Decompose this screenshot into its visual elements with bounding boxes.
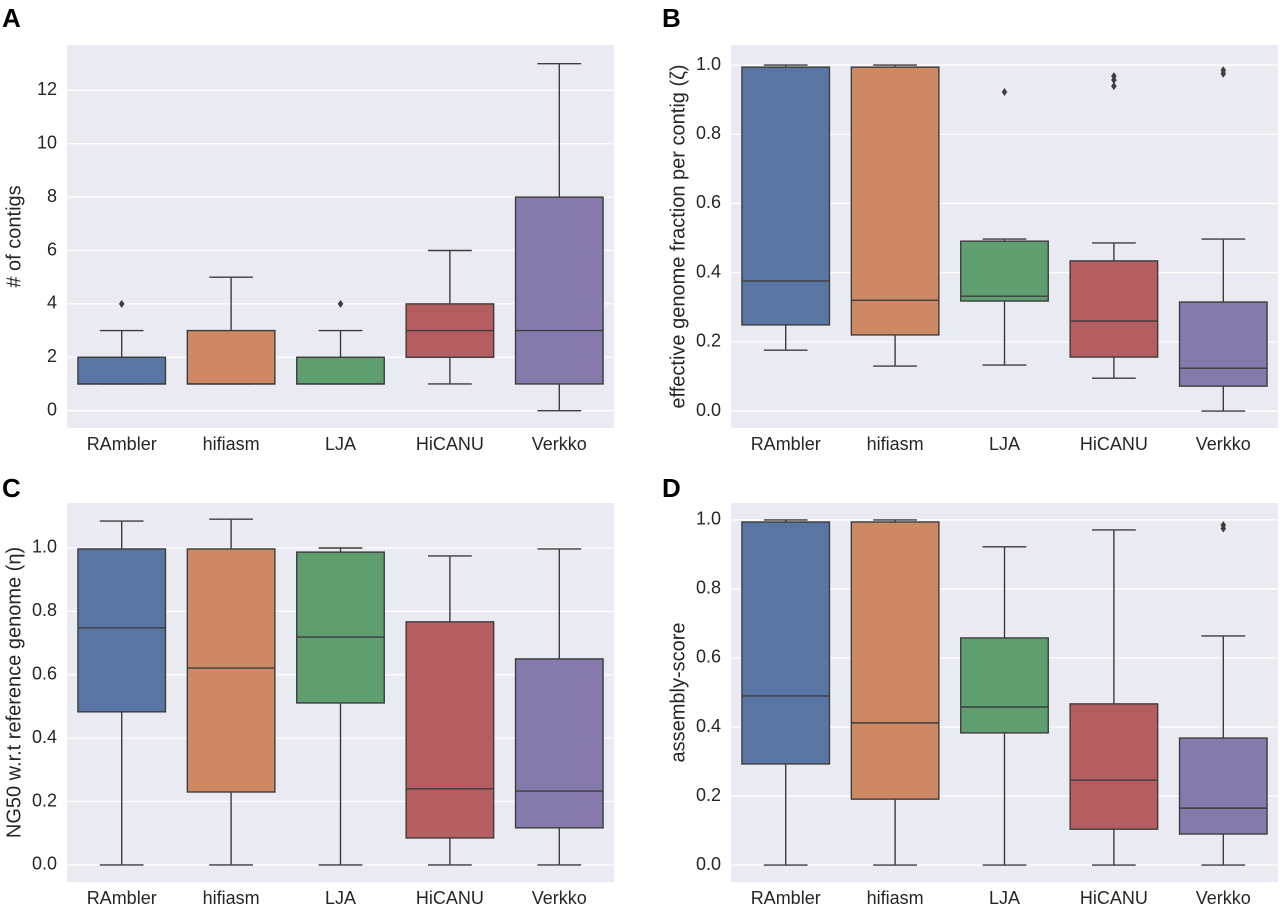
outlier [337,299,344,308]
box [186,548,276,793]
y-tick-label: 0.0 [696,854,721,874]
x-tick-label: hifiasm [203,434,260,454]
panel: 0.0 0.2 0.4 0.6 0.8 1.0 C NG50 w.r.t reference … [2,473,614,908]
y-tick-label: 0.4 [32,727,57,747]
x-tick-label: Verkko [532,888,587,908]
y-tick-label: 10 [37,133,57,153]
x-tick-label: LJA [989,434,1020,454]
box [405,621,495,839]
y-axis-label: # of contigs [3,185,25,287]
y-tick-label: 0.6 [32,664,57,684]
y-axis-label: NG50 w.r.t reference genome (η) [3,547,25,838]
x-tick-label: hifiasm [867,434,924,454]
y-tick-label: 6 [47,239,57,259]
outlier [118,299,125,308]
x-tick-label: RAmbler [751,434,821,454]
x-tick-label: HiCANU [1080,888,1148,908]
x-tick-label: HiCANU [416,434,484,454]
y-tick-label: 0.6 [696,647,721,667]
y-tick-label: 0.0 [696,400,721,420]
panel-label: D [662,473,681,503]
y-tick-label: 4 [47,293,57,313]
box [741,66,831,326]
outlier [1220,521,1227,530]
box [741,521,831,765]
box [960,240,1049,302]
outlier [1111,82,1117,91]
box [1178,301,1268,387]
y-tick-label: 0.8 [32,600,57,620]
y-tick-label: 0.2 [696,785,721,805]
box [296,551,385,704]
y-tick-label: 8 [47,186,57,206]
x-tick-label: Verkko [1196,888,1251,908]
y-tick-label: 0.4 [696,716,721,736]
panel-label: C [2,473,21,503]
box [77,356,167,385]
x-tick-label: hifiasm [867,888,924,908]
y-tick-label: 0.2 [696,331,721,351]
box [514,196,604,385]
box [850,66,940,336]
box [1069,703,1159,830]
box [1069,260,1159,358]
y-tick-label: 12 [37,79,57,99]
y-tick-label: 0.4 [696,261,721,281]
box [960,637,1049,734]
x-tick-label: RAmbler [87,434,157,454]
outlier [1111,72,1117,81]
box [296,356,385,385]
y-tick-label: 0.0 [32,854,57,874]
y-tick-label: 0 [47,399,57,419]
y-tick-label: 0.2 [32,790,57,810]
x-tick-label: LJA [325,888,356,908]
box [850,521,940,800]
x-tick-label: HiCANU [416,888,484,908]
box [1178,737,1268,835]
x-tick-label: RAmbler [751,888,821,908]
y-tick-label: 2 [47,346,57,366]
y-tick-label: 1.0 [32,537,57,557]
x-tick-label: RAmbler [87,888,157,908]
box [514,658,604,829]
box [186,329,276,385]
y-tick-label: 1.0 [696,509,721,529]
y-tick-label: 0.6 [696,192,721,212]
y-tick-label: 0.8 [696,123,721,143]
panel-label: B [662,3,681,33]
panel-label: A [2,3,21,33]
x-tick-label: LJA [989,888,1020,908]
outlier [1220,66,1227,75]
x-tick-label: Verkko [532,434,587,454]
y-axis-label: effective genome fraction per contig (ζ) [667,64,689,408]
y-axis-label: assembly-score [667,622,689,762]
x-tick-label: LJA [325,434,356,454]
x-tick-label: hifiasm [203,888,260,908]
y-tick-label: 0.8 [696,578,721,598]
y-tick-label: 1.0 [696,54,721,74]
x-tick-label: HiCANU [1080,434,1148,454]
box [77,548,167,713]
outlier [1001,88,1008,97]
x-tick-label: Verkko [1196,434,1251,454]
panel: 0 2 4 6 8 10 12 A # of contigs RAmbler hifiasm LJA H… [2,3,614,454]
